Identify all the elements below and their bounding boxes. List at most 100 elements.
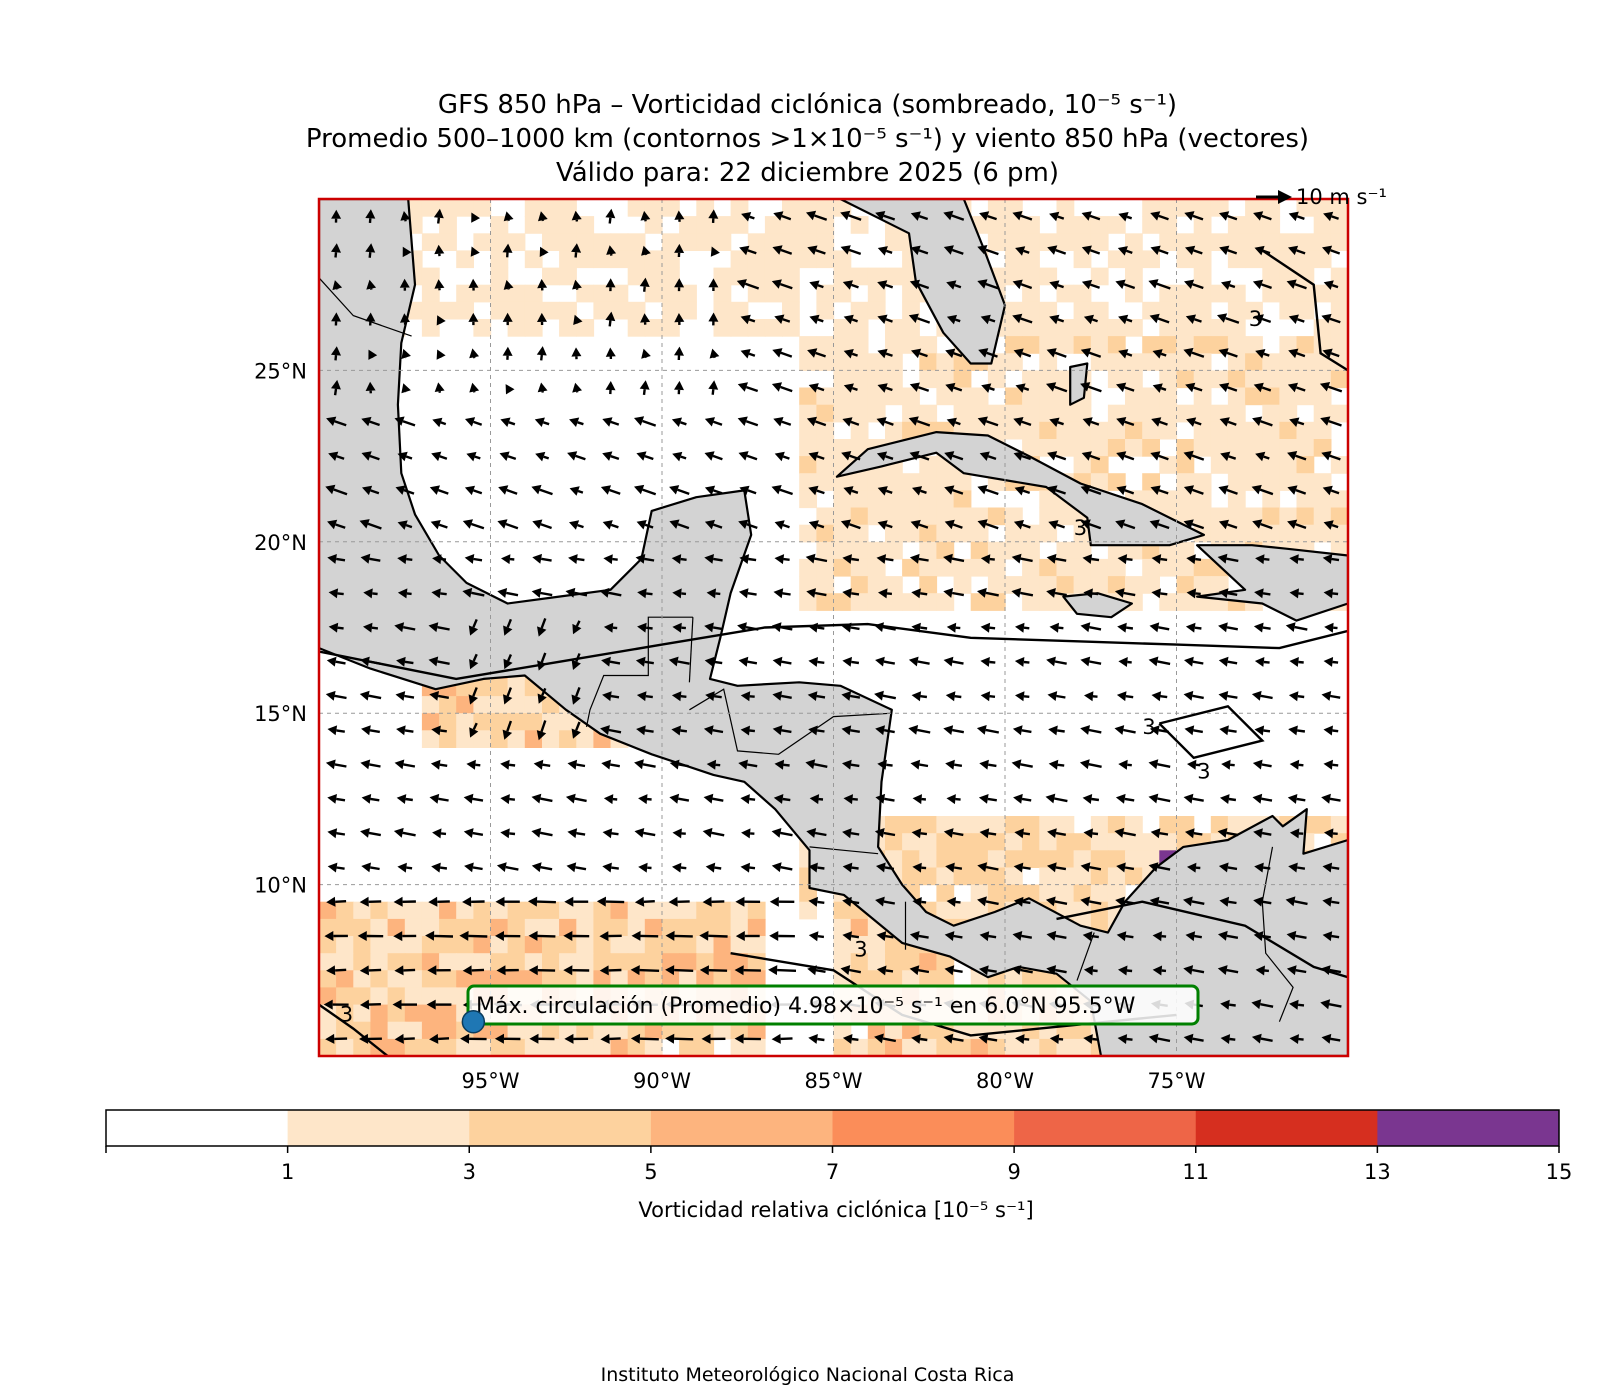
wind-arrow-shaft (1330, 489, 1340, 495)
wind-arrow-head (500, 828, 510, 839)
vorticity-cell (1227, 473, 1246, 491)
vorticity-cell (902, 593, 920, 611)
wind-arrow-head (701, 1033, 711, 1044)
vorticity-cell (1262, 353, 1281, 371)
vorticity-cell (1210, 421, 1229, 440)
wind-arrow-head (1253, 314, 1264, 324)
wind-arrow-head (1185, 622, 1196, 633)
wind-arrow-shaft (505, 591, 519, 597)
wind-arrow-shaft (1261, 797, 1273, 802)
wind-arrow-head (496, 965, 506, 976)
wind-arrow-shaft (1123, 523, 1136, 530)
vorticity-cell (524, 970, 543, 988)
wind-arrow-head (1252, 279, 1264, 290)
vorticity-cell (885, 541, 903, 560)
wind-arrow-head (668, 656, 679, 667)
wind-arrow-shaft (1023, 387, 1030, 391)
wind-arrow-shaft (540, 354, 543, 361)
wind-arrow-head (359, 965, 369, 976)
vorticity-cell (644, 953, 663, 971)
wind-arrow-shaft (369, 866, 380, 871)
vorticity-cell (473, 233, 492, 251)
wind-arrow-head (368, 349, 378, 360)
wind-arrow-head (1048, 725, 1058, 736)
wind-arrow-head (978, 348, 989, 358)
vorticity-cell (1296, 524, 1315, 543)
wind-arrow-head (1015, 246, 1026, 256)
wind-arrow-head (425, 930, 435, 941)
vorticity-cell (679, 918, 697, 937)
wind-arrow-head (1187, 862, 1197, 873)
wind-arrow-head (672, 588, 682, 599)
wind-arrow-head (1183, 519, 1194, 529)
vorticity-cell (713, 233, 732, 251)
wind-arrow-head (840, 210, 851, 221)
wind-arrow-head (1218, 588, 1229, 599)
wind-arrow-shaft (1058, 626, 1064, 630)
wind-arrow-head (393, 931, 403, 942)
wind-arrow-head (1253, 896, 1263, 907)
vorticity-cell (953, 370, 972, 389)
vorticity-cell (1245, 524, 1263, 543)
vorticity-cell (1159, 353, 1178, 371)
wind-arrow-head (1083, 588, 1093, 599)
wind-arrow-shaft (1057, 421, 1064, 426)
vorticity-cell (1262, 199, 1281, 217)
vorticity-cell (730, 901, 749, 920)
wind-arrow-shaft (748, 352, 756, 357)
vorticity-cell (1073, 421, 1092, 440)
wind-arrow-head (531, 484, 542, 495)
vorticity-cell (850, 353, 869, 371)
wind-arrow-head (502, 729, 513, 740)
wind-arrow-head (773, 211, 784, 221)
vorticity-cell (439, 918, 457, 937)
wind-arrow-head (328, 622, 339, 633)
vorticity-cell (936, 387, 955, 406)
vorticity-cell (421, 901, 440, 920)
wind-arrow-head (1046, 930, 1057, 941)
vorticity-cell (524, 713, 543, 731)
vorticity-cell (1107, 558, 1126, 577)
vorticity-cell (936, 524, 955, 543)
vorticity-cell (576, 730, 595, 748)
wind-arrow-shaft (1226, 831, 1239, 837)
vorticity-cell (850, 576, 869, 594)
wind-arrow-head (842, 862, 853, 873)
wind-arrow-shaft (817, 318, 824, 323)
vorticity-cell (507, 1038, 526, 1056)
wind-arrow-head (599, 931, 609, 942)
vorticity-cell (1125, 850, 1143, 868)
vorticity-cell (1022, 576, 1040, 594)
wind-arrow-head (842, 759, 852, 770)
wind-arrow-head (394, 622, 405, 633)
wind-arrow-shaft (369, 557, 381, 562)
wind-arrow-head (462, 587, 473, 598)
wind-arrow-shaft (781, 214, 792, 221)
wind-arrow-head (500, 794, 510, 805)
wind-arrow-head (875, 211, 886, 221)
wind-arrow-head (771, 485, 782, 495)
vorticity-cell (833, 918, 852, 937)
wind-arrow-head (1152, 383, 1163, 393)
wind-arrow-shaft (748, 557, 757, 562)
contour-line (319, 622, 1348, 681)
vorticity-cell (1159, 387, 1178, 406)
wind-arrow-head (772, 656, 783, 667)
wind-arrow-head (1117, 622, 1127, 633)
vorticity-cell (816, 456, 835, 474)
vorticity-cell (833, 1021, 852, 1040)
wind-arrow-shaft (814, 214, 828, 221)
wind-arrow-head (1321, 793, 1331, 804)
wind-arrow-head (360, 999, 370, 1010)
wind-arrow-head (361, 416, 372, 427)
wind-arrow-shaft (1158, 729, 1170, 734)
wind-arrow-shaft (952, 660, 964, 665)
wind-arrow-head (1324, 828, 1334, 839)
wind-arrow-head (464, 862, 474, 873)
wind-arrow-shaft (747, 660, 758, 665)
wind-arrow-shaft (917, 386, 930, 392)
wind-arrow-head (535, 451, 546, 462)
vorticity-cell (1039, 507, 1058, 526)
wind-arrow-head (877, 348, 888, 359)
vorticity-cell (1176, 404, 1195, 423)
